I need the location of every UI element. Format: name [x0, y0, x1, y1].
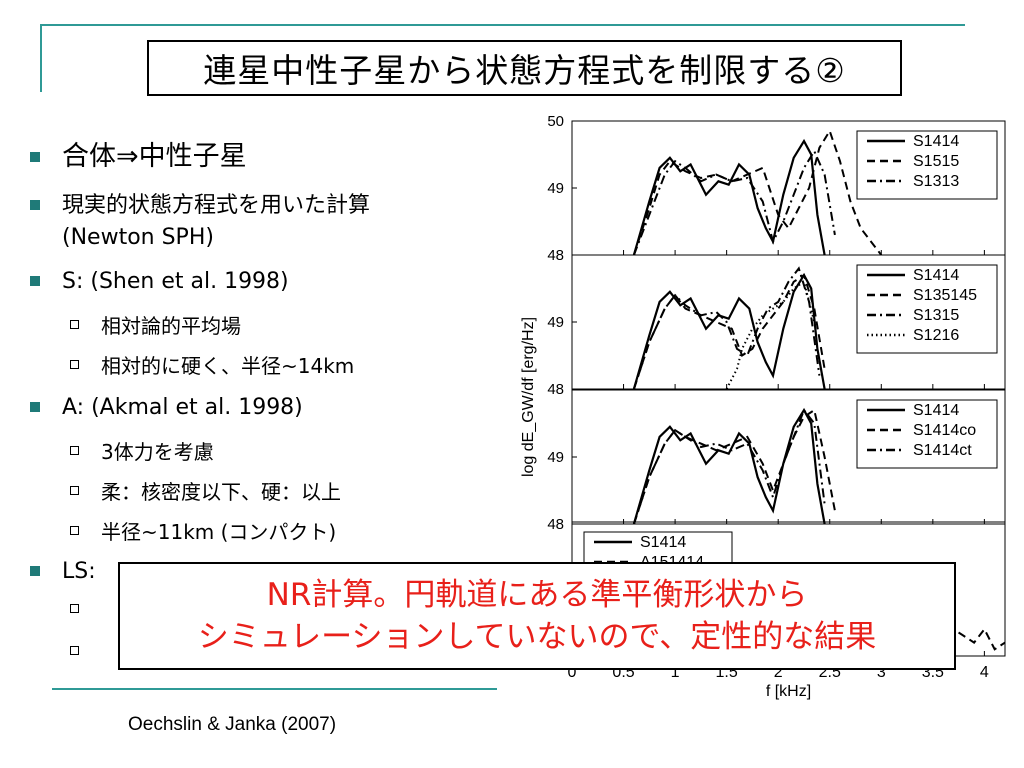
top-rule [40, 24, 965, 26]
y-tick-label: 50 [547, 113, 564, 130]
bullet-text: S: (Shen et al. 1998) [62, 269, 289, 294]
left-rule [40, 24, 42, 92]
list-item [70, 604, 101, 613]
bullet-text: 相対論的平均場 [101, 314, 241, 338]
series-line-S1414 [632, 407, 826, 524]
legend-label: S1313 [913, 173, 959, 190]
slide-title-text: 連星中性子星から状態方程式を制限する② [203, 51, 846, 90]
series-line-S1515 [632, 128, 883, 255]
x-tick-label: 2 [774, 664, 783, 681]
legend-label: S1414ct [913, 442, 972, 459]
x-tick-label: 0 [568, 664, 577, 681]
list-item: 相対論的平均場 [70, 310, 241, 339]
legend-box [856, 264, 998, 354]
bullet-text: A: (Akmal et al. 1998) [62, 395, 303, 420]
list-item: 合体⇒中性子星 [30, 140, 247, 174]
bullet-text: 相対的に硬く、半径~14km [101, 354, 355, 378]
bullet-text: 3体力を考慮 [101, 440, 214, 464]
legend-label: S1414 [913, 267, 959, 284]
bullet-text-line1: 現実的状態方程式を用いた計算 [62, 193, 371, 218]
square-bullet-icon [30, 200, 40, 210]
hollow-square-bullet-icon [70, 360, 79, 369]
legend-box [856, 399, 998, 469]
legend-label: S1216 [913, 327, 959, 344]
citation: Oechslin & Janka (2007) [128, 714, 337, 735]
y-tick-label: 49 [547, 314, 564, 331]
x-tick-label: 1 [671, 664, 680, 681]
series-line-S1414ct [632, 408, 826, 524]
list-item: 相対的に硬く、半径~14km [70, 350, 354, 379]
series-line-S1313 [632, 149, 836, 255]
list-item [70, 646, 101, 655]
y-tick-label: 49 [547, 180, 564, 197]
x-tick-label: 3 [877, 664, 886, 681]
note-line-2: シミュレーションしていないので、定性的な結果 [197, 619, 877, 655]
bullet-text: 合体⇒中性子星 [62, 141, 247, 172]
legend-label: S1414 [913, 133, 959, 150]
note-overlay-box: NR計算。円軌道にある準平衡形状から シミュレーションしていないので、定性的な結… [118, 562, 956, 670]
hollow-square-bullet-icon [70, 604, 79, 613]
bullet-text-line2: (Newton SPH) [62, 225, 214, 250]
series-line-S135145 [632, 273, 826, 389]
list-item: 現実的状態方程式を用いた計算 (Newton SPH) [30, 190, 370, 254]
y-axis-label: log dE_GW/df [erg/Hz] [520, 317, 537, 477]
bottom-rule [52, 688, 497, 690]
legend-label: S1515 [913, 153, 959, 170]
list-item: LS: [30, 556, 96, 588]
series-line-S1216 [725, 280, 816, 389]
y-tick-label: 48 [547, 247, 564, 264]
bullet-text: 半径~11km (コンパクト) [101, 520, 337, 544]
list-item: 柔：核密度以下、硬：以上 [70, 476, 341, 505]
legend-label: S135145 [913, 287, 977, 304]
square-bullet-icon [30, 566, 40, 576]
hollow-square-bullet-icon [70, 320, 79, 329]
list-item: S: (Shen et al. 1998) [30, 266, 289, 298]
hollow-square-bullet-icon [70, 446, 79, 455]
legend-label: S1414 [913, 402, 959, 419]
legend-box [856, 130, 998, 200]
note-line-1: NR計算。円軌道にある準平衡形状から [266, 577, 808, 613]
square-bullet-icon [30, 152, 40, 162]
gw-spectrum-chart: 48 49 50 S1414 S1515 S1313 48 49 S1414 S135145 S13… [520, 113, 1006, 700]
bullet-text: 現実的状態方程式を用いた計算 (Newton SPH) [62, 190, 370, 254]
bullet-text: LS: [62, 559, 96, 584]
legend-label: S1414 [640, 534, 686, 551]
list-item: 3体力を考慮 [70, 436, 214, 465]
hollow-square-bullet-icon [70, 646, 79, 655]
list-item: A: (Akmal et al. 1998) [30, 392, 303, 424]
x-tick-label: 4 [980, 664, 989, 681]
series-line-S1315 [632, 266, 821, 389]
list-item: 半径~11km (コンパクト) [70, 516, 336, 545]
y-tick-label: 48 [547, 516, 564, 533]
x-axis-label: f [kHz] [766, 683, 811, 700]
bullet-text: 柔：核密度以下、硬：以上 [101, 480, 341, 504]
square-bullet-icon [30, 402, 40, 412]
series-line-S1414 [632, 138, 826, 255]
series-line-S1414co [632, 408, 836, 524]
y-tick-label: 49 [547, 449, 564, 466]
legend-label: S1414co [913, 422, 976, 439]
y-tick-label: 48 [547, 381, 564, 398]
series-line-S1414 [632, 272, 826, 389]
slide-title: 連星中性子星から状態方程式を制限する② [147, 40, 902, 96]
legend-label: S1315 [913, 307, 959, 324]
hollow-square-bullet-icon [70, 486, 79, 495]
hollow-square-bullet-icon [70, 526, 79, 535]
square-bullet-icon [30, 276, 40, 286]
